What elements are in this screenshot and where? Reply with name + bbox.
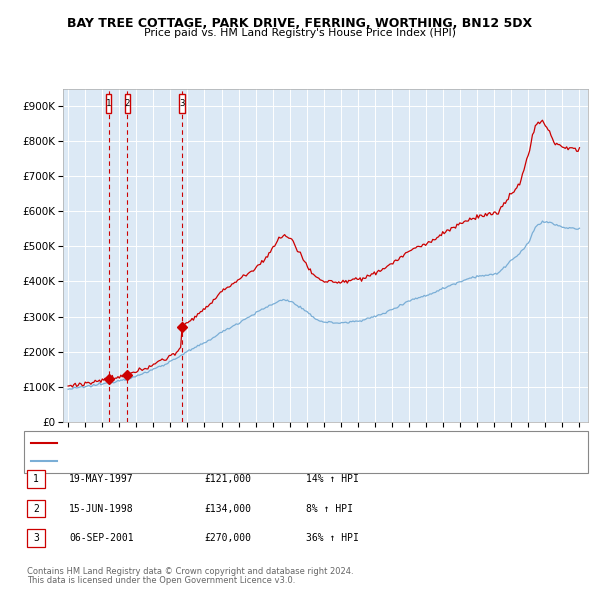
- Text: 14% ↑ HPI: 14% ↑ HPI: [306, 474, 359, 484]
- Text: This data is licensed under the Open Government Licence v3.0.: This data is licensed under the Open Gov…: [27, 576, 295, 585]
- Text: 36% ↑ HPI: 36% ↑ HPI: [306, 533, 359, 543]
- Text: BAY TREE COTTAGE, PARK DRIVE, FERRING, WORTHING, BN12 5DX: BAY TREE COTTAGE, PARK DRIVE, FERRING, W…: [67, 17, 533, 30]
- Text: HPI: Average price, detached house, Arun: HPI: Average price, detached house, Arun: [60, 457, 240, 466]
- Text: 1: 1: [106, 99, 112, 108]
- Bar: [125, 94, 130, 113]
- Bar: [106, 94, 111, 113]
- Text: 2: 2: [124, 99, 130, 108]
- Text: 1: 1: [33, 474, 39, 484]
- Text: Contains HM Land Registry data © Crown copyright and database right 2024.: Contains HM Land Registry data © Crown c…: [27, 567, 353, 576]
- Text: 2: 2: [33, 504, 39, 513]
- Text: BAY TREE COTTAGE, PARK DRIVE, FERRING, WORTHING, BN12 5DX (detached house): BAY TREE COTTAGE, PARK DRIVE, FERRING, W…: [60, 438, 427, 447]
- Text: £121,000: £121,000: [204, 474, 251, 484]
- Text: £270,000: £270,000: [204, 533, 251, 543]
- Text: 19-MAY-1997: 19-MAY-1997: [69, 474, 134, 484]
- Text: 3: 3: [179, 99, 185, 108]
- Text: 8% ↑ HPI: 8% ↑ HPI: [306, 504, 353, 513]
- Text: 3: 3: [33, 533, 39, 543]
- Bar: [179, 94, 185, 113]
- Text: 06-SEP-2001: 06-SEP-2001: [69, 533, 134, 543]
- Text: 15-JUN-1998: 15-JUN-1998: [69, 504, 134, 513]
- Text: £134,000: £134,000: [204, 504, 251, 513]
- Text: Price paid vs. HM Land Registry's House Price Index (HPI): Price paid vs. HM Land Registry's House …: [144, 28, 456, 38]
